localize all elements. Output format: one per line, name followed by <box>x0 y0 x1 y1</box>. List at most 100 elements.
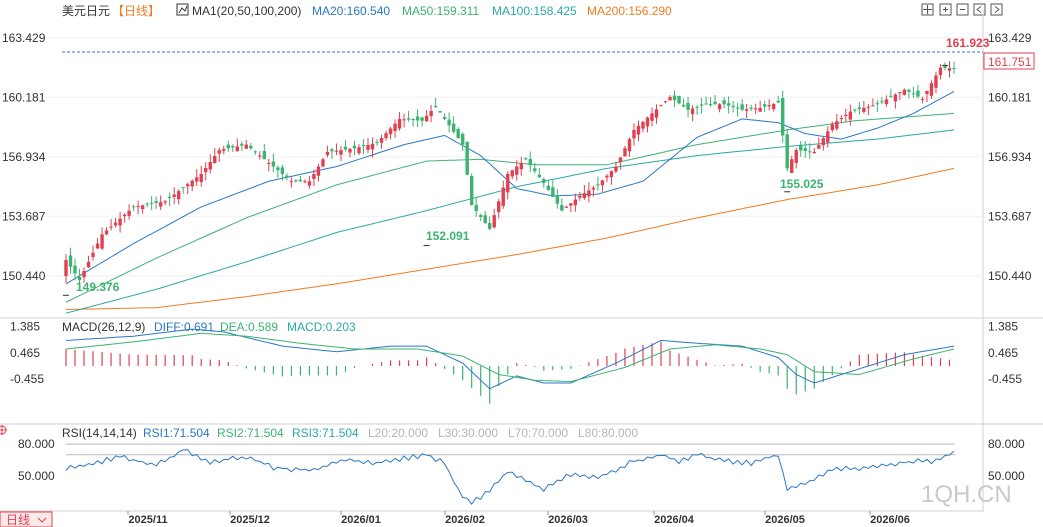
candle-body <box>334 150 339 152</box>
bottom-tab-label: 日线 <box>6 513 30 527</box>
candle-body <box>533 168 537 172</box>
rsi-panel <box>65 443 955 505</box>
rsi-name[interactable]: RSI(14,14,14) <box>62 426 137 440</box>
candle-body <box>857 107 862 110</box>
candle-body <box>650 113 654 121</box>
candle-body <box>920 98 925 100</box>
candle-body <box>276 167 280 171</box>
symbol-label[interactable]: 美元日元 <box>62 4 110 18</box>
scroll-left-icon[interactable] <box>973 3 986 16</box>
rsi1-value: RSI1:71.504 <box>143 426 210 440</box>
candle-body <box>907 89 911 92</box>
candle-body <box>862 107 866 112</box>
ma200-line <box>65 167 955 310</box>
target-icon[interactable] <box>0 425 7 435</box>
rsi-tick-left-0: 80.000 <box>18 437 55 451</box>
candle-body <box>898 92 902 94</box>
candle-body <box>740 104 744 110</box>
candle-body <box>483 215 487 223</box>
candle-body <box>249 145 253 149</box>
macd-name[interactable]: MACD(26,12,9) <box>62 320 145 334</box>
candle-body <box>735 107 740 109</box>
candle-body <box>749 107 753 109</box>
candle-body <box>726 103 731 106</box>
candle-body <box>208 162 212 170</box>
candle-body <box>307 181 312 186</box>
crosshair-icon[interactable] <box>921 3 934 16</box>
zoom-in-icon[interactable] <box>939 3 952 16</box>
candle-body <box>839 118 844 120</box>
candle-body <box>542 179 546 184</box>
candle-body <box>690 108 695 114</box>
macd-tick-right-1: 0.465 <box>988 346 1018 360</box>
candle-body <box>204 167 208 173</box>
candle-body <box>384 133 388 139</box>
candle-body <box>627 139 632 152</box>
rsi-axis: 80.000 80.000 50.000 50.000 <box>18 437 1025 483</box>
candle-body <box>226 144 230 149</box>
candle-body <box>258 155 262 157</box>
candle-body <box>821 138 825 146</box>
candle-body <box>681 104 686 107</box>
ma-settings-icon[interactable] <box>176 3 189 16</box>
time-tick-1: 2025/12 <box>230 514 270 526</box>
candle-body <box>871 105 875 107</box>
candle-body <box>672 95 677 101</box>
bottom-period-tab[interactable]: 日线 <box>0 511 53 527</box>
candle-body <box>546 185 551 190</box>
candle-body <box>848 111 853 120</box>
zoom-out-icon[interactable] <box>956 3 969 16</box>
candle-body <box>244 144 249 149</box>
scroll-right-icon[interactable] <box>990 3 1003 16</box>
candle-body <box>217 150 221 154</box>
ma20-line <box>65 91 955 285</box>
candle-body <box>713 101 717 105</box>
candle-body <box>609 171 614 178</box>
macd-tick-right-2: -0.455 <box>988 372 1022 386</box>
candle-body <box>122 214 127 217</box>
rsi-l80-value: L80:80.000 <box>578 426 638 440</box>
candle-body <box>938 67 943 76</box>
candle-body <box>781 98 785 136</box>
price-axis: 163.429 163.429 160.181 160.181 156.934 156.9… <box>2 31 1032 283</box>
candle-body <box>762 104 767 107</box>
candle-body <box>753 108 758 110</box>
candle-body <box>163 201 167 203</box>
candle-body <box>717 104 722 110</box>
candle-body <box>366 144 370 150</box>
candle-body <box>186 184 190 187</box>
candle-body <box>109 226 113 228</box>
candle-body <box>614 166 618 172</box>
candle-body <box>294 180 298 182</box>
rsi-tick-right-0: 80.000 <box>988 437 1025 451</box>
time-tick-5: 2026/04 <box>654 514 695 526</box>
candle-body <box>600 180 605 186</box>
time-tick-0: 2025/11 <box>128 514 167 526</box>
ma-settings-icon-glyph <box>178 5 188 14</box>
candle-body <box>429 111 433 117</box>
candle-body <box>826 131 830 143</box>
candle-body <box>289 181 294 183</box>
candle-body <box>794 150 798 163</box>
last-price-tag[interactable] <box>983 52 1035 70</box>
candle-body <box>195 177 199 182</box>
candle-body <box>817 145 821 149</box>
macd-diff-line <box>65 328 955 390</box>
candle-body <box>799 145 803 151</box>
candle-body <box>925 91 929 94</box>
candle-body <box>934 75 938 88</box>
candle-body <box>668 96 672 101</box>
rsi-line <box>65 449 955 505</box>
candle-body <box>77 276 82 281</box>
candle-body <box>506 173 510 193</box>
candle-body <box>943 65 947 68</box>
period-label[interactable]: 【日线】 <box>112 4 160 18</box>
candle-body <box>578 195 582 198</box>
candle-body <box>618 157 623 162</box>
candle-body <box>767 105 771 107</box>
candle-body <box>501 187 505 206</box>
candle-body <box>285 175 289 178</box>
candle-body <box>222 149 226 151</box>
ma20-value: MA20:160.540 <box>312 4 390 18</box>
candle-body <box>722 100 726 105</box>
